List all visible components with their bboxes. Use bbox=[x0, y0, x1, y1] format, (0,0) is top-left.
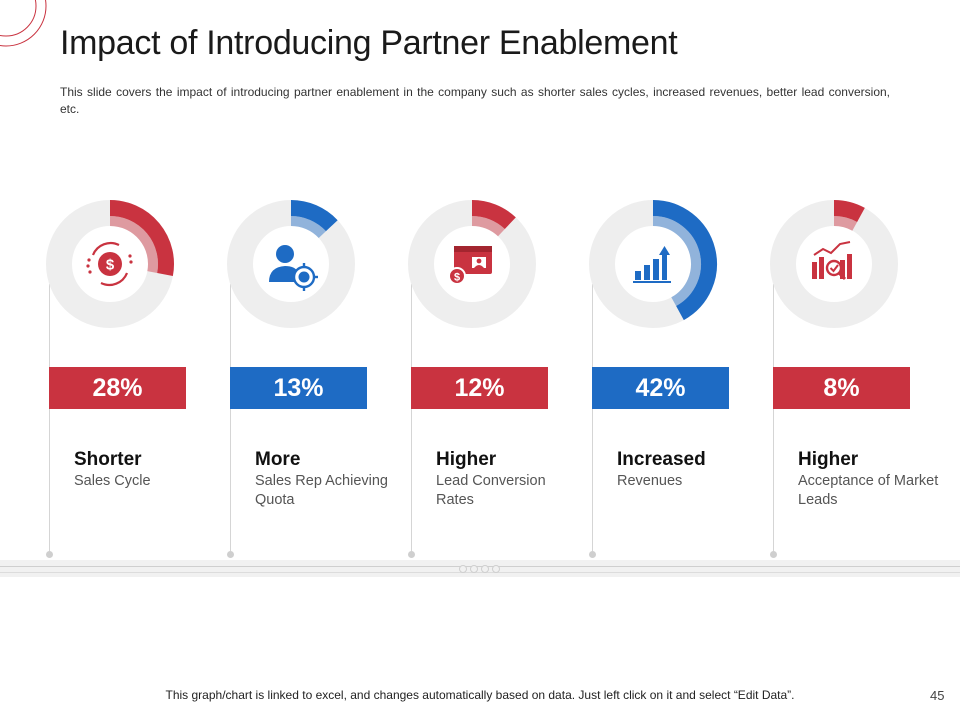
sales-rep-target-icon bbox=[269, 245, 318, 291]
market-analysis-icon bbox=[812, 241, 852, 281]
card-divider-line bbox=[773, 284, 774, 556]
donut-value-arc-inner bbox=[833, 216, 858, 231]
metric-title: Increased bbox=[617, 449, 706, 470]
metric-title: More bbox=[255, 449, 301, 470]
donut-value-arc bbox=[471, 200, 516, 230]
donut-value-arc-inner bbox=[652, 216, 701, 307]
donut-chart bbox=[227, 200, 355, 328]
page-subtitle: This slide covers the impact of introduc… bbox=[60, 85, 890, 116]
svg-text:$: $ bbox=[106, 257, 115, 274]
donut-chart: $ bbox=[46, 200, 174, 328]
svg-text:$: $ bbox=[454, 272, 460, 284]
card-divider-line bbox=[411, 284, 412, 556]
donut-value-arc bbox=[109, 200, 174, 276]
page-number: 45 bbox=[930, 688, 945, 703]
page-title: Impact of Introducing Partner Enablement bbox=[60, 24, 678, 62]
donut-chart bbox=[589, 200, 717, 328]
card-divider-dot bbox=[227, 551, 234, 558]
metric-title: Shorter bbox=[74, 449, 142, 470]
card-divider-dot bbox=[770, 551, 777, 558]
footnote: This graph/chart is linked to excel, and… bbox=[165, 688, 795, 702]
metric-card: 8% Higher Acceptance of Market Leads bbox=[770, 196, 955, 568]
lead-conversion-icon: $ bbox=[448, 246, 492, 285]
metric-title: Higher bbox=[436, 449, 497, 470]
bottom-band-line bbox=[0, 566, 960, 567]
percentage-label: 12% bbox=[411, 367, 548, 409]
donut-value-arc bbox=[833, 200, 865, 223]
metric-card: 42% Increased Revenues bbox=[589, 196, 774, 568]
metric-subtitle: Lead Conversion Rates bbox=[436, 473, 546, 508]
metric-title: Higher bbox=[798, 449, 859, 470]
card-divider-dot bbox=[589, 551, 596, 558]
metric-card: $ 28% Shorter Sales Cycle bbox=[46, 196, 231, 568]
donut-value-arc-inner bbox=[109, 216, 158, 273]
metric-subtitle: Acceptance of Market Leads bbox=[798, 473, 939, 508]
revenue-growth-icon bbox=[633, 246, 671, 283]
dollar-cycle-icon: $ bbox=[86, 242, 133, 286]
donut-value-arc bbox=[652, 200, 717, 321]
donut-value-arc-inner bbox=[290, 216, 326, 239]
donut-chart: $ bbox=[408, 200, 536, 328]
metric-subtitle: Sales Rep Achieving Quota bbox=[255, 473, 388, 508]
percentage-label: 42% bbox=[592, 367, 729, 409]
card-divider-line bbox=[592, 284, 593, 556]
band-dots-decoration bbox=[459, 565, 500, 573]
donut-chart bbox=[770, 200, 898, 328]
card-divider-dot bbox=[408, 551, 415, 558]
percentage-label: 13% bbox=[230, 367, 367, 409]
card-divider-dot bbox=[46, 551, 53, 558]
card-divider-line bbox=[230, 284, 231, 556]
percentage-label: 28% bbox=[49, 367, 186, 409]
bottom-band-line bbox=[0, 572, 960, 573]
metric-subtitle: Revenues bbox=[617, 473, 683, 489]
metric-subtitle: Sales Cycle bbox=[74, 473, 151, 489]
card-divider-line bbox=[49, 284, 50, 556]
percentage-label: 8% bbox=[773, 367, 910, 409]
donut-value-arc bbox=[290, 200, 338, 232]
donut-value-arc-inner bbox=[471, 216, 505, 237]
metric-card: 13% More Sales Rep Achieving Quota bbox=[227, 196, 412, 568]
corner-decoration bbox=[0, 0, 47, 47]
metric-card: $ 12% Higher Lead Conversion Rates bbox=[408, 196, 593, 568]
